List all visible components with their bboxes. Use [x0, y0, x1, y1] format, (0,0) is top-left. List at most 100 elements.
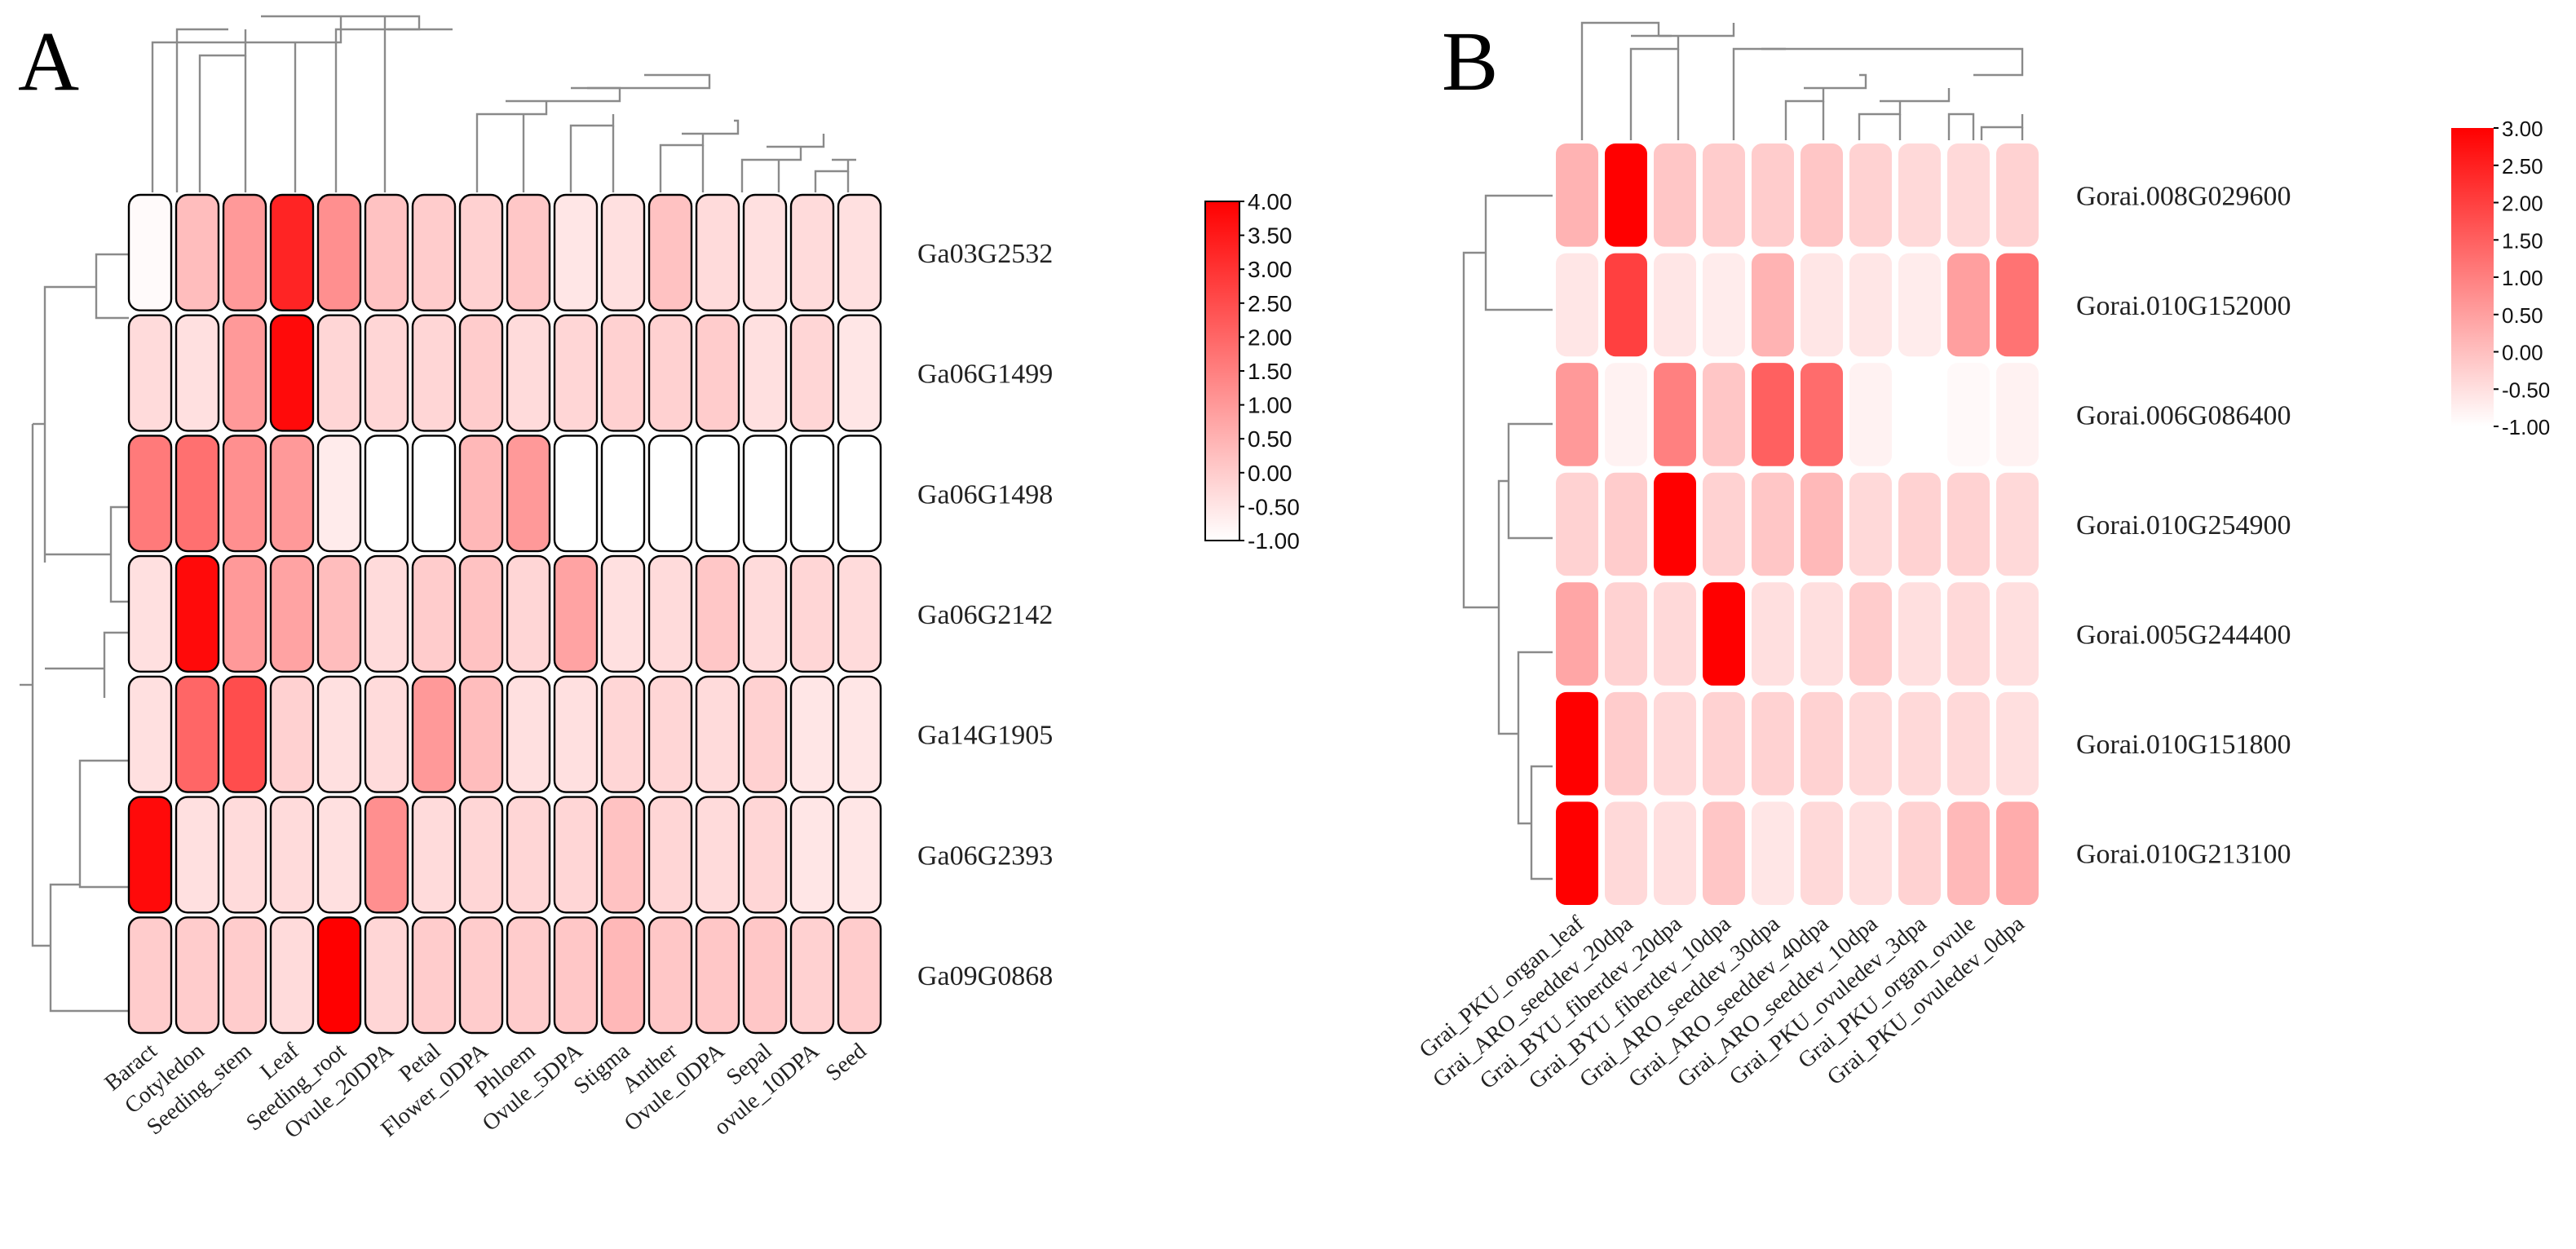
cell-ga09g0868-seeding-stem: Ga09G0868 / Seeding_stem: 0 [222, 916, 267, 1035]
cell-ga03g2532-cotyledon: Ga03G2532 / Cotyledon: 0.3 [175, 193, 220, 311]
cell-gorai-008g029600-grai-byu-fiberdev-10dpa: Gorai.008G029600 / Grai_BYU_fiberdev_10d… [1701, 142, 1747, 249]
cell-gorai-006g086400-grai-aro-seeddev-40dpa: Gorai.006G086400 / Grai_ARO_seeddev_40dp… [1799, 361, 1845, 468]
cell-ga09g0868-anther: Ga09G0868 / Anther: 0.1 [647, 916, 693, 1035]
cell-ga06g1499-ovule-10dpa: Ga06G1499 / ovule_10DPA: -0.2 [789, 314, 835, 432]
cell-gorai-010g151800-grai-byu-fiberdev-10dpa: Gorai.010G151800 / Grai_BYU_fiberdev_10d… [1701, 690, 1747, 797]
row-label: Gorai.005G244400 [2076, 620, 2291, 651]
column-label: Stigma [569, 1038, 635, 1099]
cell-ga06g1499-seeding-stem: Ga06G1499 / Seeding_stem: 1 [222, 314, 267, 432]
cell-gorai-010g152000-grai-pku-organ-leaf: Gorai.010G152000 / Grai_PKU_organ_leaf: … [1554, 251, 1600, 359]
cell-ga06g1498-cotyledon: Ga06G1498 / Cotyledon: 1.8 [175, 435, 220, 553]
row-label: Ga03G2532 [917, 239, 1053, 269]
cell-ga06g1499-petal: Ga06G1499 / Petal: -0.2 [411, 314, 457, 432]
cell-ga14g1905-ovule-10dpa: Ga14G1905 / ovule_10DPA: -0.5 [789, 675, 835, 793]
legend-tick-label: 1.50 [2502, 228, 2543, 253]
legend-tick-label: 1.50 [1248, 359, 1292, 384]
row-label: Ga06G2142 [917, 600, 1053, 630]
cell-gorai-010g213100-grai-byu-fiberdev-20dpa: Gorai.010G213100 / Grai_BYU_fiberdev_20d… [1652, 800, 1698, 907]
cell-ga14g1905-petal: Ga14G1905 / Petal: 1 [411, 675, 457, 793]
cell-ga06g1499-leaf: Ga06G1499 / Leaf: 3.8 [269, 314, 315, 432]
cell-ga06g2142-seed: Ga06G2142 / Seed: -0.3 [837, 554, 882, 673]
cell-ga03g2532-seeding-root: Ga03G2532 / Seeding_root: 1.2 [316, 193, 362, 311]
cell-ga03g2532-stigma: Ga03G2532 / Stigma: -0.4 [600, 193, 646, 311]
cell-gorai-010g152000-grai-aro-seeddev-30dpa: Gorai.010G152000 / Grai_ARO_seeddev_30dp… [1750, 251, 1796, 359]
cell-gorai-010g254900-grai-pku-ovuledev-3dpa: Gorai.010G254900 / Grai_PKU_ovuledev_3dp… [1897, 470, 1942, 578]
cell-ga03g2532-ovule-20dpa: Ga03G2532 / Ovule_20DPA: 0.2 [364, 193, 409, 311]
cell-gorai-010g151800-grai-aro-seeddev-10dpa: Gorai.010G151800 / Grai_ARO_seeddev_10dp… [1848, 690, 1893, 797]
cell-ga06g2393-ovule-10dpa: Ga06G2393 / ovule_10DPA: -0.5 [789, 796, 835, 914]
heatmap-b-row-labels: Gorai.008G029600 Gorai.010G152000 Gorai.00… [2076, 181, 2291, 869]
cell-ga06g2393-leaf: Ga06G2393 / Leaf: -0.3 [269, 796, 315, 914]
cell-gorai-005g244400-grai-aro-seeddev-30dpa: Gorai.005G244400 / Grai_ARO_seeddev_30dp… [1750, 580, 1796, 687]
cell-gorai-010g151800-grai-aro-seeddev-20dpa: Gorai.010G151800 / Grai_ARO_seeddev_20dp… [1603, 690, 1649, 797]
cell-ga03g2532-ovule-5dpa: Ga03G2532 / Ovule_5DPA: -0.5 [553, 193, 599, 311]
cell-ga06g2142-ovule-20dpa: Ga06G2142 / Ovule_20DPA: -0.3 [364, 554, 409, 673]
cell-ga09g0868-sepal: Ga09G0868 / Sepal: 0.1 [742, 916, 788, 1035]
cell-ga14g1905-flower-0dpa: Ga14G1905 / Flower_0DPA: 0.3 [458, 675, 504, 793]
cell-gorai-010g254900-grai-byu-fiberdev-20dpa: Gorai.010G254900 / Grai_BYU_fiberdev_20d… [1652, 470, 1698, 578]
cell-gorai-010g152000-grai-pku-organ-ovule: Gorai.010G152000 / Grai_PKU_organ_ovule:… [1946, 251, 1991, 359]
cell-ga06g1498-sepal: Ga06G1498 / Sepal: -1 [742, 435, 788, 553]
cell-gorai-008g029600-grai-aro-seeddev-20dpa: Gorai.008G029600 / Grai_ARO_seeddev_20dp… [1603, 142, 1649, 249]
row-label: Gorai.006G086400 [2076, 400, 2291, 430]
cell-gorai-010g152000-grai-byu-fiberdev-10dpa: Gorai.010G152000 / Grai_BYU_fiberdev_10d… [1701, 251, 1747, 359]
cell-gorai-005g244400-grai-aro-seeddev-40dpa: Gorai.005G244400 / Grai_ARO_seeddev_40dp… [1799, 580, 1845, 687]
cell-ga06g2393-phloem: Ga06G2393 / Phloem: -0.2 [506, 796, 551, 914]
cell-ga06g1498-seeding-root: Ga06G1498 / Seeding_root: -0.6 [316, 435, 362, 553]
cell-gorai-005g244400-grai-pku-ovuledev-0dpa: Gorai.005G244400 / Grai_PKU_ovuledev_0dp… [1995, 580, 2040, 687]
cell-ga06g1498-petal: Ga06G1498 / Petal: -1 [411, 435, 457, 553]
cell-gorai-005g244400-grai-aro-seeddev-10dpa: Gorai.005G244400 / Grai_ARO_seeddev_10dp… [1848, 580, 1893, 687]
legend-tick-label: 0.50 [1248, 426, 1292, 452]
cell-gorai-005g244400-grai-aro-seeddev-20dpa: Gorai.005G244400 / Grai_ARO_seeddev_20dp… [1603, 580, 1649, 687]
cell-gorai-010g254900-grai-pku-organ-ovule: Gorai.010G254900 / Grai_PKU_organ_ovule:… [1946, 470, 1991, 578]
cell-ga06g1499-sepal: Ga06G1499 / Sepal: -0.4 [742, 314, 788, 432]
cell-gorai-010g151800-grai-pku-organ-ovule: Gorai.010G151800 / Grai_PKU_organ_ovule:… [1946, 690, 1991, 797]
cell-ga06g2393-petal: Ga06G2393 / Petal: -0.3 [411, 796, 457, 914]
legend-tick-label: -1.00 [1248, 528, 1300, 554]
cell-gorai-006g086400-grai-pku-organ-ovule: Gorai.006G086400 / Grai_PKU_organ_ovule:… [1946, 361, 1991, 468]
legend-tick-label: -1.00 [2502, 415, 2550, 439]
cell-gorai-010g152000-grai-aro-seeddev-40dpa: Gorai.010G152000 / Grai_ARO_seeddev_40dp… [1799, 251, 1845, 359]
cell-gorai-006g086400-grai-aro-seeddev-20dpa: Gorai.006G086400 / Grai_ARO_seeddev_20dp… [1603, 361, 1649, 468]
cell-ga06g1498-ovule-0dpa: Ga06G1498 / Ovule_0DPA: -1 [695, 435, 740, 553]
cell-ga03g2532-sepal: Ga03G2532 / Sepal: -0.4 [742, 193, 788, 311]
heatmap-b-column-labels: Grai_PKU_organ_leafGrai_ARO_seeddev_20dp… [1415, 911, 2030, 1094]
legend-tick-label: 0.00 [2502, 341, 2543, 365]
cell-gorai-010g254900-grai-aro-seeddev-20dpa: Gorai.010G254900 / Grai_ARO_seeddev_20dp… [1603, 470, 1649, 578]
cell-ga14g1905-ovule-5dpa: Ga14G1905 / Ovule_5DPA: -0.4 [553, 675, 599, 793]
cell-ga06g2142-ovule-10dpa: Ga06G2142 / ovule_10DPA: -0.2 [789, 554, 835, 673]
panel-b-letter: B [1442, 15, 1498, 108]
cell-ga06g1498-leaf: Ga06G1498 / Leaf: 1 [269, 435, 315, 553]
cell-ga06g2142-phloem: Ga06G2142 / Phloem: -0.2 [506, 554, 551, 673]
cell-ga06g1498-stigma: Ga06G1498 / Stigma: -1 [600, 435, 646, 553]
cell-gorai-010g213100-grai-pku-organ-ovule: Gorai.010G213100 / Grai_PKU_organ_ovule:… [1946, 800, 1991, 907]
cell-ga14g1905-phloem: Ga14G1905 / Phloem: -0.4 [506, 675, 551, 793]
cell-ga06g2142-cotyledon: Ga06G2142 / Cotyledon: 3.8 [175, 554, 220, 673]
cell-ga06g1499-ovule-5dpa: Ga06G1499 / Ovule_5DPA: -0.2 [553, 314, 599, 432]
cell-ga03g2532-flower-0dpa: Ga03G2532 / Flower_0DPA: -0.1 [458, 193, 504, 311]
cell-ga03g2532-ovule-0dpa: Ga03G2532 / Ovule_0DPA: -0.3 [695, 193, 740, 311]
cell-ga09g0868-ovule-0dpa: Ga09G0868 / Ovule_0DPA: 0.1 [695, 916, 740, 1035]
cell-gorai-010g152000-grai-aro-seeddev-20dpa: Gorai.010G152000 / Grai_ARO_seeddev_20dp… [1603, 251, 1649, 359]
cell-ga06g2393-seeding-root: Ga06G2393 / Seeding_root: -0.4 [316, 796, 362, 914]
cell-ga06g1499-ovule-20dpa: Ga06G1499 / Ovule_20DPA: -0.2 [364, 314, 409, 432]
legend-tick-label: 2.00 [2502, 192, 2543, 216]
cell-ga14g1905-leaf: Ga14G1905 / Leaf: -0.1 [269, 675, 315, 793]
cell-gorai-008g029600-grai-pku-ovuledev-3dpa: Gorai.008G029600 / Grai_PKU_ovuledev_3dp… [1897, 142, 1942, 249]
cell-ga09g0868-flower-0dpa: Ga09G0868 / Flower_0DPA: 0 [458, 916, 504, 1035]
cell-ga06g2393-seeding-stem: Ga06G2393 / Seeding_stem: -0.3 [222, 796, 267, 914]
row-label: Gorai.010G152000 [2076, 291, 2291, 321]
cell-ga09g0868-phloem: Ga09G0868 / Phloem: 0 [506, 916, 551, 1035]
cell-ga06g1499-seeding-root: Ga06G1499 / Seeding_root: -0.2 [316, 314, 362, 432]
cell-ga06g1499-seed: Ga06G1499 / Seed: -0.5 [837, 314, 882, 432]
row-label: Ga06G2393 [917, 841, 1053, 871]
row-dendrogram-b [1462, 194, 1553, 880]
row-dendrogram-a [20, 253, 129, 1013]
cell-ga09g0868-baract: Ga09G0868 / Baract: 0 [127, 916, 173, 1035]
cell-ga03g2532-ovule-10dpa: Ga03G2532 / ovule_10DPA: -0.3 [789, 193, 835, 311]
heatmap-a-column-labels: BaractCotyledonSeeding_stemLeafSeeding_r… [100, 1038, 872, 1144]
cell-gorai-010g151800-grai-pku-ovuledev-0dpa: Gorai.010G151800 / Grai_PKU_ovuledev_0dp… [1995, 690, 2040, 797]
cell-ga09g0868-ovule-10dpa: Ga09G0868 / ovule_10DPA: -0.1 [789, 916, 835, 1035]
cell-ga14g1905-ovule-20dpa: Ga14G1905 / Ovule_20DPA: -0.3 [364, 675, 409, 793]
